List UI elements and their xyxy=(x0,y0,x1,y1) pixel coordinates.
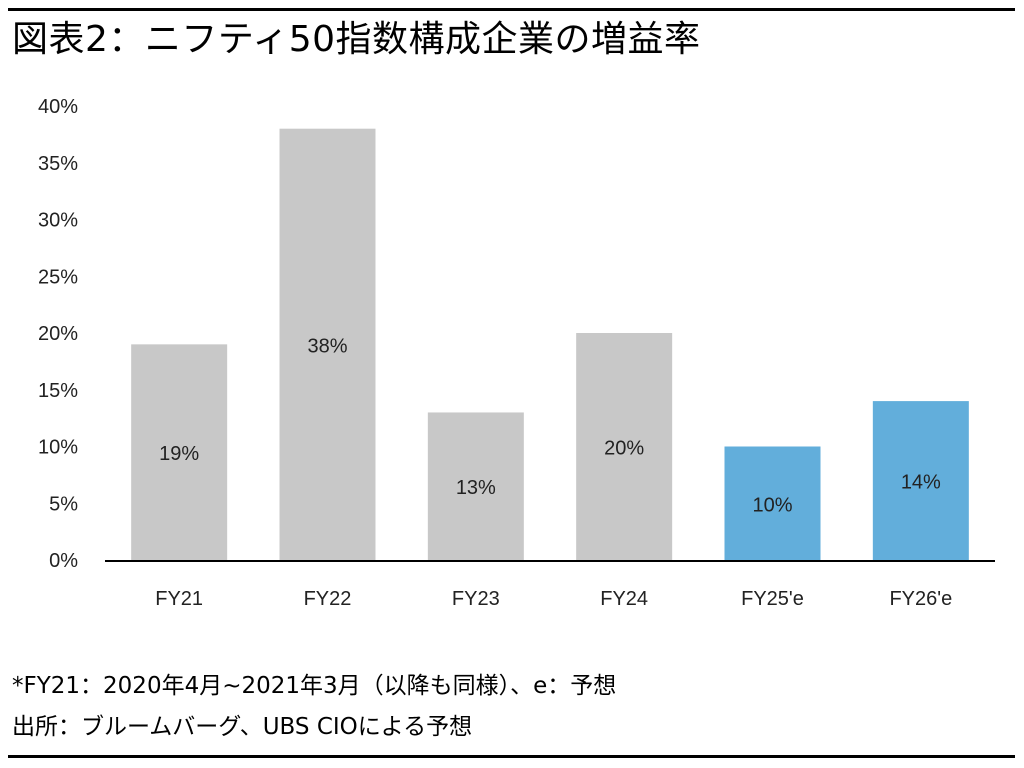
data-label: 13% xyxy=(456,477,496,499)
y-tick-label: 10% xyxy=(38,437,78,459)
data-label: 10% xyxy=(752,494,792,516)
y-tick-label: 5% xyxy=(49,493,78,515)
x-tick-label: FY24 xyxy=(600,588,648,610)
y-tick-label: 0% xyxy=(49,550,78,572)
x-tick-label: FY25'e xyxy=(741,588,804,610)
y-tick-label: 20% xyxy=(38,323,78,345)
y-tick-label: 40% xyxy=(38,96,78,118)
x-tick-label: FY26'e xyxy=(889,588,952,610)
data-label: 14% xyxy=(901,472,941,494)
data-label: 38% xyxy=(307,335,347,357)
bottom-rule xyxy=(8,755,1015,758)
chart-title: 図表2：ニフティ50指数構成企業の増益率 xyxy=(12,19,701,60)
bar-FY26'e xyxy=(872,401,969,560)
y-tick-label: 35% xyxy=(38,153,78,175)
data-label: 20% xyxy=(604,438,644,460)
bar-FY23 xyxy=(427,412,524,560)
y-tick-label: 30% xyxy=(38,210,78,232)
y-tick-label: 25% xyxy=(38,266,78,288)
top-rule xyxy=(8,8,1015,11)
x-tick-label: FY22 xyxy=(304,588,352,610)
bar-chart: 0% 5% 10% 15% 20% 25% 30% 35% 40% 19% FY21 38% FY22 1… xyxy=(38,96,995,610)
bar-FY24 xyxy=(576,333,673,560)
bar-FY21 xyxy=(131,344,228,560)
x-tick-label: FY21 xyxy=(155,588,203,610)
y-tick-label: 15% xyxy=(38,380,78,402)
footnote-source: 出所：ブルームバーグ、UBS CIOによる予想 xyxy=(12,714,473,740)
bar-FY25'e xyxy=(724,446,821,560)
bar-FY22 xyxy=(279,128,376,560)
x-tick-label: FY23 xyxy=(452,588,500,610)
footnote-period: *FY21：2020年4月~2021年3月（以降も同様）、e：予想 xyxy=(12,673,617,699)
data-label: 19% xyxy=(159,443,199,465)
